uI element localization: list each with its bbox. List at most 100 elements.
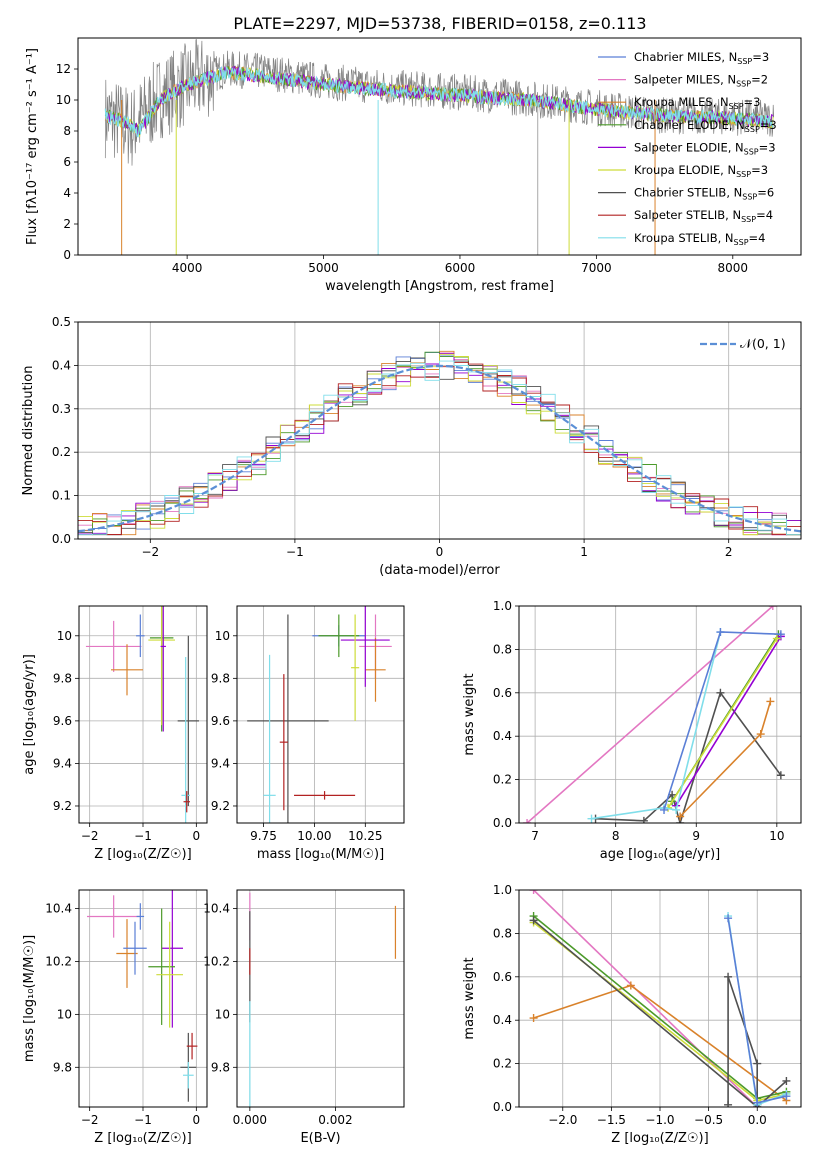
y-tick-label: 6 — [63, 155, 71, 169]
y-tick-label: 0 — [63, 248, 71, 262]
panel-weight_vs_Z: −2.0 −1.5 −1.0 −0.5 0.0 0.0 0.2 0.4 0.6 0.8 1.0 Z [… — [462, 883, 802, 1146]
y-axis-label: Flux [fλ10⁻¹⁷ erg cm⁻² s⁻¹ A⁻¹] — [25, 48, 40, 245]
x-tick-label: 4000 — [172, 261, 203, 275]
plot-area — [523, 606, 785, 823]
y-tick-label: 0.0 — [493, 816, 512, 830]
y-tick-label: 12 — [56, 62, 71, 76]
spectrum-data-line — [104, 38, 775, 166]
y-tick-label: 4 — [63, 186, 71, 200]
weight-marker-kroupa_miles — [626, 981, 635, 990]
axes-frame — [78, 605, 208, 824]
panel-mass_vs_ebv: 0.000 0.002 9.8 10 10.2 10.4 E(B-V) — [203, 889, 405, 1146]
weight-marker-kroupa_miles — [676, 812, 685, 821]
plot-area — [249, 892, 397, 1107]
x-tick-label: 9.75 — [250, 829, 277, 843]
y-tick-label: 9.8 — [53, 1060, 72, 1074]
y-tick-label: 0.2 — [493, 773, 512, 787]
legend: Chabrier MILES, NSSP=3 Salpeter MILES, NS… — [598, 50, 777, 247]
x-tick-label: −1 — [286, 545, 304, 559]
weight-marker-salpeter_miles — [768, 606, 777, 610]
y-tick-label: 10.2 — [203, 954, 230, 968]
panel-spectrum: 4000 5000 6000 7000 8000 0 2 4 6 8 10 12 wavelength … — [25, 37, 802, 294]
legend-entry: 𝒩(0, 1) — [740, 336, 786, 351]
legend-entry: Salpeter ELODIE, NSSP=3 — [634, 140, 776, 156]
y-tick-label: 0.4 — [493, 1013, 512, 1027]
weight-marker-kroupa_miles — [766, 697, 775, 706]
legend-entry: Chabrier ELODIE, NSSP=3 — [634, 118, 777, 134]
legend-entry: Kroupa MILES, NSSP=3 — [634, 95, 760, 111]
x-tick-label: 0 — [193, 829, 201, 843]
y-axis-label: mass [log₁₀(M/M☉)] — [22, 935, 37, 1062]
axes-frame — [518, 605, 802, 824]
x-tick-label: 0.002 — [318, 1113, 352, 1127]
y-tick-label: 9.2 — [53, 799, 72, 813]
y-tick-label: 10 — [57, 629, 72, 643]
y-tick-label: 2 — [63, 217, 71, 231]
plot-area — [247, 606, 392, 823]
weight-marker-salpeter_miles — [529, 890, 538, 894]
legend-entry: Salpeter STELIB, NSSP=4 — [634, 208, 773, 224]
weight-marker-chabrier_miles — [724, 914, 733, 923]
y-tick-label: 9.6 — [211, 714, 230, 728]
x-tick-label: 0 — [436, 545, 444, 559]
x-axis-label: Z [log₁₀(Z/Z☉)] — [94, 847, 191, 862]
y-tick-label: 1.0 — [493, 883, 512, 897]
y-tick-label: 0.0 — [52, 532, 71, 546]
weight-marker-chabrier_miles — [776, 630, 785, 639]
x-tick-label: 8 — [612, 829, 620, 843]
x-tick-label: 10 — [769, 829, 784, 843]
weight-line-kroupa_elodie — [667, 638, 778, 809]
x-axis-label: E(B-V) — [300, 1131, 340, 1146]
y-tick-label: 0.2 — [493, 1057, 512, 1071]
y-axis-label: mass weight — [462, 957, 477, 1039]
x-axis-label: Z [log₁₀(Z/Z☉)] — [94, 1131, 191, 1146]
x-axis-label: (data-model)/error — [379, 563, 500, 578]
plot-area — [78, 350, 801, 536]
x-tick-label: 5000 — [308, 261, 339, 275]
y-axis-label: age [log₁₀(age/yr)] — [22, 654, 37, 775]
weight-marker-kroupa_miles — [529, 1014, 538, 1023]
x-tick-label: 1 — [580, 545, 588, 559]
legend-entry: Chabrier STELIB, NSSP=6 — [634, 186, 774, 202]
y-tick-label: 10 — [57, 1007, 72, 1021]
y-tick-label: 8 — [63, 124, 71, 138]
y-tick-label: 9.4 — [211, 756, 230, 770]
legend-entry: Kroupa ELODIE, NSSP=3 — [634, 163, 768, 179]
weight-line-chabrier_stelib — [595, 691, 782, 823]
weight-line-salpeter_elodie — [675, 635, 782, 807]
x-tick-label: −0.5 — [694, 1113, 723, 1127]
panel-weight_vs_age: 7 8 9 10 0.0 0.2 0.4 0.6 0.8 1.0 age [log₁₀(age/yr… — [462, 599, 802, 862]
weight-marker-chabrier_miles — [660, 805, 669, 814]
figure-title: PLATE=2297, MJD=53738, FIBERID=0158, z=0… — [233, 14, 646, 33]
x-axis-label: age [log₁₀(age/yr)] — [600, 847, 721, 862]
x-axis-label: Z [log₁₀(Z/Z☉)] — [611, 1131, 708, 1146]
x-tick-label: 2 — [725, 545, 733, 559]
y-axis-label: Normed distribution — [21, 366, 36, 496]
y-tick-label: 1.0 — [493, 599, 512, 613]
weight-marker-chabrier_stelib — [724, 1100, 733, 1107]
plot-area — [529, 890, 791, 1107]
x-tick-label: −2 — [81, 1113, 99, 1127]
panel-mass_vs_Z: −2 −1 0 9.8 10 10.2 10.4 Z [log₁₀(Z/Z☉)] mass [l… — [22, 889, 208, 1146]
weight-marker-chabrier_stelib — [776, 771, 785, 780]
x-tick-label: 7000 — [581, 261, 612, 275]
normal-curve — [78, 364, 801, 533]
axes-frame — [77, 321, 802, 540]
weight-marker-salpeter_miles — [523, 819, 532, 823]
plot-area — [104, 38, 775, 255]
weight-marker-chabrier_miles — [716, 628, 725, 637]
weight-marker-chabrier_stelib — [753, 1059, 762, 1068]
x-axis-label: wavelength [Angstrom, rest frame] — [325, 279, 554, 294]
axes-frame — [77, 37, 802, 256]
axes-frame — [236, 889, 405, 1108]
x-tick-label: −2 — [81, 829, 99, 843]
y-tick-label: 9.8 — [211, 1060, 230, 1074]
weight-marker-kroupa_stelib — [672, 805, 681, 814]
y-tick-label: 10 — [56, 93, 71, 107]
x-tick-label: 0.000 — [233, 1113, 267, 1127]
axes-frame — [78, 889, 208, 1108]
x-tick-label: 0.0 — [748, 1113, 767, 1127]
y-tick-label: 9.2 — [211, 799, 230, 813]
y-tick-label: 0.1 — [52, 489, 71, 503]
y-tick-label: 9.8 — [53, 671, 72, 685]
